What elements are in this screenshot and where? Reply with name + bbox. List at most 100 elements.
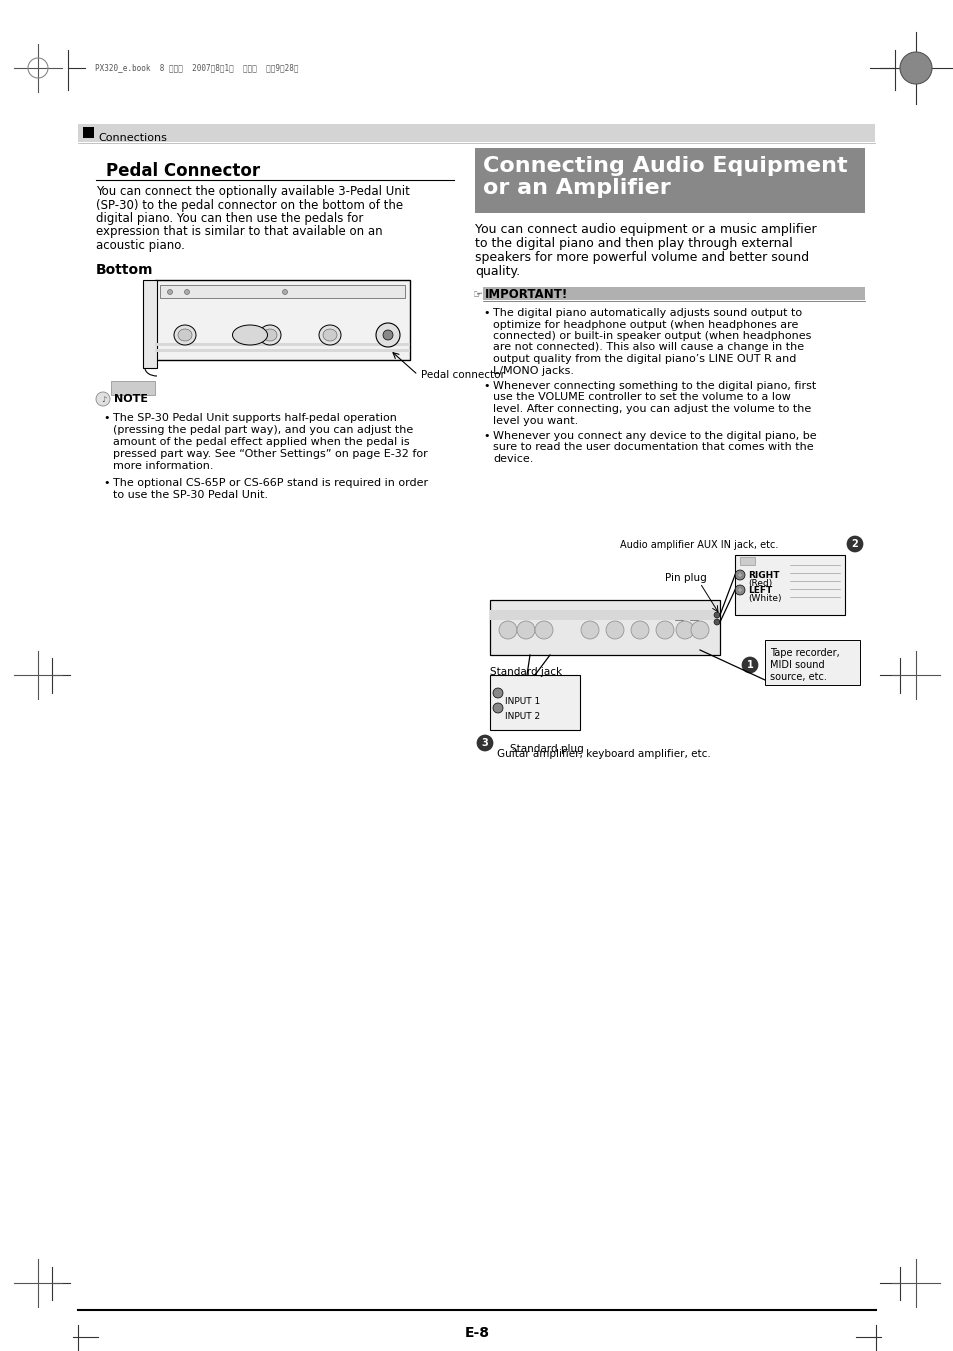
Bar — [154, 280, 410, 359]
Circle shape — [630, 621, 648, 639]
Text: Bottom: Bottom — [96, 263, 153, 277]
Text: Whenever connecting something to the digital piano, first: Whenever connecting something to the dig… — [493, 381, 816, 390]
Text: (White): (White) — [747, 594, 781, 603]
Text: Standard jack: Standard jack — [490, 667, 561, 677]
Text: Tape recorder,: Tape recorder, — [769, 648, 839, 658]
Text: or an Amplifier: or an Amplifier — [482, 178, 670, 199]
Text: amount of the pedal effect applied when the pedal is: amount of the pedal effect applied when … — [112, 436, 409, 447]
Bar — [740, 557, 754, 565]
Ellipse shape — [323, 330, 336, 340]
Text: L/MONO jacks.: L/MONO jacks. — [493, 366, 574, 376]
Text: The digital piano automatically adjusts sound output to: The digital piano automatically adjusts … — [493, 308, 801, 317]
Bar — [734, 555, 844, 615]
Circle shape — [168, 289, 172, 295]
Text: optimize for headphone output (when headphones are: optimize for headphone output (when head… — [493, 319, 798, 330]
Text: device.: device. — [493, 454, 533, 463]
Text: sure to read the user documentation that comes with the: sure to read the user documentation that… — [493, 443, 813, 453]
Text: •: • — [103, 478, 110, 488]
Text: The optional CS-65P or CS-66P stand is required in order: The optional CS-65P or CS-66P stand is r… — [112, 478, 428, 488]
Text: 2: 2 — [851, 539, 858, 549]
Text: to use the SP-30 Pedal Unit.: to use the SP-30 Pedal Unit. — [112, 490, 268, 500]
Text: •: • — [482, 308, 489, 317]
Circle shape — [498, 621, 517, 639]
Text: Standard plug: Standard plug — [510, 744, 583, 754]
Text: •: • — [482, 381, 489, 390]
Ellipse shape — [263, 330, 276, 340]
Text: speakers for more powerful volume and better sound: speakers for more powerful volume and be… — [475, 251, 808, 263]
Bar — [490, 676, 579, 730]
Text: NOTE: NOTE — [113, 394, 148, 404]
Text: quality.: quality. — [475, 265, 519, 278]
Text: pressed part way. See “Other Settings” on page E-32 for: pressed part way. See “Other Settings” o… — [112, 449, 427, 459]
Circle shape — [713, 612, 720, 617]
Text: (pressing the pedal part way), and you can adjust the: (pressing the pedal part way), and you c… — [112, 426, 413, 435]
Text: Pedal Connector: Pedal Connector — [106, 162, 260, 180]
Circle shape — [96, 392, 110, 407]
Text: •: • — [103, 413, 110, 423]
Text: MIDI sound: MIDI sound — [769, 661, 823, 670]
Circle shape — [676, 621, 693, 639]
Circle shape — [535, 621, 553, 639]
Text: digital piano. You can then use the pedals for: digital piano. You can then use the peda… — [96, 212, 363, 226]
Text: level. After connecting, you can adjust the volume to the: level. After connecting, you can adjust … — [493, 404, 810, 413]
Circle shape — [493, 703, 502, 713]
Circle shape — [493, 688, 502, 698]
Text: Pin plug: Pin plug — [664, 573, 706, 584]
Ellipse shape — [173, 326, 195, 345]
Circle shape — [741, 657, 758, 673]
Text: E-8: E-8 — [464, 1325, 489, 1340]
Text: more information.: more information. — [112, 461, 213, 471]
Circle shape — [375, 323, 399, 347]
Text: You can connect audio equipment or a music amplifier: You can connect audio equipment or a mus… — [475, 223, 816, 236]
Bar — [764, 640, 859, 685]
Bar — [482, 286, 864, 300]
Bar — [154, 349, 410, 353]
Text: Whenever you connect any device to the digital piano, be: Whenever you connect any device to the d… — [493, 431, 816, 440]
Text: level you want.: level you want. — [493, 416, 578, 426]
Text: RIGHT: RIGHT — [747, 571, 779, 580]
Text: Audio amplifier AUX IN jack, etc.: Audio amplifier AUX IN jack, etc. — [619, 540, 778, 550]
Bar — [160, 285, 405, 299]
Bar — [490, 611, 720, 620]
Bar — [154, 343, 410, 346]
Text: ♪: ♪ — [101, 394, 107, 404]
Text: The SP-30 Pedal Unit supports half-pedal operation: The SP-30 Pedal Unit supports half-pedal… — [112, 413, 396, 423]
Ellipse shape — [258, 326, 281, 345]
Text: are not connected). This also will cause a change in the: are not connected). This also will cause… — [493, 343, 803, 353]
Ellipse shape — [318, 326, 340, 345]
Text: connected) or built-in speaker output (when headphones: connected) or built-in speaker output (w… — [493, 331, 810, 340]
Text: INPUT 2: INPUT 2 — [504, 712, 539, 721]
Bar — [675, 613, 682, 620]
Circle shape — [580, 621, 598, 639]
Text: LEFT: LEFT — [747, 586, 771, 594]
Text: 3: 3 — [481, 738, 488, 748]
Circle shape — [656, 621, 673, 639]
Text: acoustic piano.: acoustic piano. — [96, 239, 185, 253]
Circle shape — [282, 289, 287, 295]
Text: INPUT 1: INPUT 1 — [504, 697, 539, 707]
Text: Connecting Audio Equipment: Connecting Audio Equipment — [482, 155, 846, 176]
Circle shape — [184, 289, 190, 295]
Bar — [111, 381, 154, 394]
Circle shape — [690, 621, 708, 639]
Circle shape — [738, 573, 741, 577]
Text: 1: 1 — [746, 661, 753, 670]
Circle shape — [734, 585, 744, 594]
Circle shape — [738, 588, 741, 592]
Text: •: • — [482, 431, 489, 440]
Text: expression that is similar to that available on an: expression that is similar to that avail… — [96, 226, 382, 239]
Bar — [475, 149, 864, 213]
Text: IMPORTANT!: IMPORTANT! — [484, 288, 568, 301]
Circle shape — [517, 621, 535, 639]
Text: (Red): (Red) — [747, 580, 771, 588]
Text: Connections: Connections — [98, 132, 167, 143]
Text: source, etc.: source, etc. — [769, 671, 826, 682]
Bar — [83, 127, 94, 138]
Circle shape — [713, 619, 720, 626]
Text: PX320_e.book  8 ページ  2007年8月1日  水曜日  午前9時28分: PX320_e.book 8 ページ 2007年8月1日 水曜日 午前9時28分 — [95, 63, 298, 73]
Text: ☞: ☞ — [473, 290, 482, 300]
Circle shape — [382, 330, 393, 340]
Circle shape — [738, 573, 741, 577]
Text: output quality from the digital piano’s LINE OUT R and: output quality from the digital piano’s … — [493, 354, 796, 363]
Text: (SP-30) to the pedal connector on the bottom of the: (SP-30) to the pedal connector on the bo… — [96, 199, 403, 212]
